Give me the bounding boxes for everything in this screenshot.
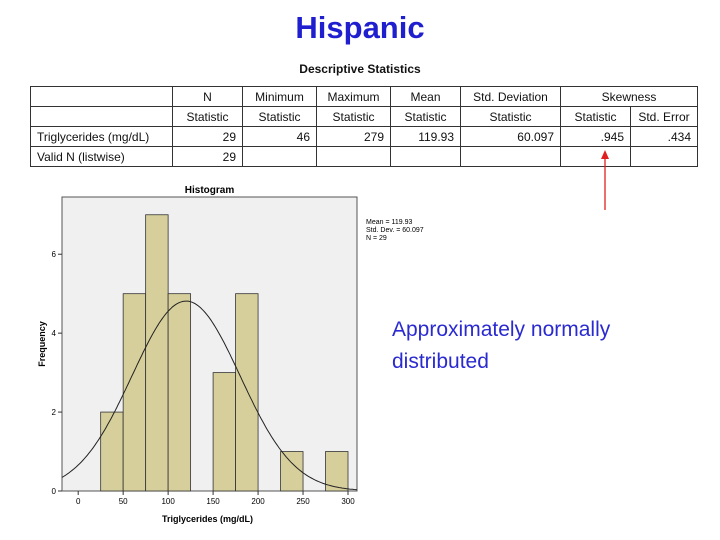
bar [280, 451, 304, 492]
slide-title: Hispanic [295, 10, 425, 45]
y-tick-label: 2 [52, 408, 57, 417]
table-cell: 46 [242, 126, 317, 147]
table-cell: 29 [172, 126, 243, 147]
table-row: Valid N (listwise) 29 [30, 146, 698, 167]
legend-text: Std. Dev. = 60.097 [366, 227, 424, 234]
arrow-head [601, 150, 609, 159]
x-tick-label: 50 [119, 497, 128, 506]
x-tick-label: 0 [76, 497, 81, 506]
table-cell: Triglycerides (mg/dL) [30, 126, 173, 147]
x-tick-label: 100 [161, 497, 175, 506]
bar [325, 451, 349, 492]
table-cell: 60.097 [460, 126, 561, 147]
annotation: Approximately normally distributed [392, 314, 692, 378]
table-cell: 119.93 [390, 126, 461, 147]
normal-curve [61, 300, 358, 491]
table-cell: .434 [630, 126, 698, 147]
table-cell: Minimum [242, 86, 317, 107]
table-row: Statistic Statistic Statistic Statistic Stat… [30, 106, 698, 127]
x-tick-label: 250 [296, 497, 310, 506]
table-cell: Valid N (listwise) [30, 146, 173, 167]
chart-title: Histogram [185, 185, 235, 196]
bar [212, 372, 236, 492]
table-cell [630, 146, 698, 167]
x-tick-label: 300 [341, 497, 355, 506]
x-axis-label: Triglycerides (mg/dL) [162, 514, 253, 524]
bar [145, 214, 169, 492]
table-cell: Std. Error [630, 106, 698, 127]
legend-text: Mean = 119.93 [366, 219, 412, 226]
x-tick-label: 200 [251, 497, 265, 506]
stats-table: N Minimum Maximum Mean Std. Deviation Skewnes… [30, 86, 698, 167]
table-cell: 29 [172, 146, 243, 167]
table-cell: Statistic [460, 106, 561, 127]
table-row: Triglycerides (mg/dL) 29 46 279 119.93 60.097… [30, 126, 698, 147]
bar [100, 411, 124, 492]
table-cell: Statistic [242, 106, 317, 127]
legend-text: N = 29 [366, 235, 387, 242]
bar [122, 293, 147, 492]
annotation-line: distributed [392, 350, 489, 373]
table-caption: Descriptive Statistics [299, 62, 421, 76]
x-tick-label: 150 [206, 497, 220, 506]
table-row: N Minimum Maximum Mean Std. Deviation Skewnes… [30, 86, 698, 107]
y-tick-label: 0 [52, 487, 57, 496]
y-tick-label: 6 [52, 250, 57, 259]
y-tick-label: 4 [52, 329, 57, 338]
annotation-line: Approximately normally [392, 318, 611, 341]
table-cell: Std. Deviation [460, 86, 561, 107]
bar [235, 293, 259, 492]
bar [167, 293, 192, 492]
y-axis-label: Frequency [37, 321, 47, 367]
